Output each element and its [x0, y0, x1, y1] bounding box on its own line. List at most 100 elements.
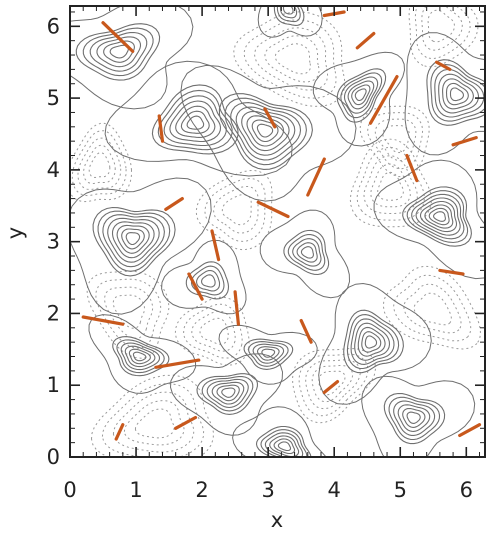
- solid-contour: [273, 6, 305, 26]
- dashed-contour: [356, 146, 425, 221]
- dashed-contour: [71, 130, 127, 197]
- current-sheet: [233, 290, 240, 326]
- solid-contour: [393, 400, 436, 436]
- solid-contour: [241, 110, 290, 152]
- y-tick-label: 3: [47, 230, 60, 254]
- dashed-contour: [393, 274, 472, 342]
- solid-contour: [70, 6, 194, 110]
- solid-contour: [433, 211, 446, 222]
- solid-contour: [318, 282, 432, 405]
- current-sheet: [306, 157, 326, 197]
- dashed-contour: [421, 6, 463, 51]
- solid-contour: [89, 31, 148, 72]
- y-tick-label: 4: [47, 158, 60, 182]
- current-sheet: [157, 114, 165, 143]
- solid-contour: [347, 80, 375, 110]
- solid-contour: [96, 36, 142, 68]
- dashed-contour: [83, 144, 116, 185]
- solid-contour: [260, 429, 308, 457]
- dashed-contour: [427, 9, 456, 43]
- dashed-contour: [264, 35, 320, 83]
- solid-contour: [282, 6, 294, 15]
- y-tick-label: 5: [47, 86, 60, 110]
- solid-contour: [151, 84, 239, 155]
- solid-contour: [97, 210, 171, 272]
- solid-contour: [75, 23, 161, 81]
- solid-contour: [125, 232, 141, 246]
- current-sheet: [154, 358, 201, 369]
- solid-contour: [185, 261, 230, 300]
- solid-contour: [180, 110, 210, 134]
- dashed-contour: [374, 118, 417, 162]
- solid-contour: [449, 87, 464, 102]
- solid-contour: [442, 78, 474, 110]
- solid-contour: [112, 336, 170, 377]
- solid-contour: [404, 32, 485, 156]
- x-tick-label: 6: [460, 478, 473, 502]
- solid-contour: [246, 115, 285, 147]
- solid-contour: [424, 204, 454, 229]
- solid-contour: [287, 234, 326, 271]
- solid-contour: [232, 406, 327, 457]
- solid-contour: [292, 238, 322, 267]
- solid-contour: [346, 314, 400, 370]
- solid-contour: [388, 396, 441, 441]
- dashed-contour: [318, 370, 346, 396]
- y-tick-label: 6: [47, 14, 60, 38]
- solid-contour: [196, 373, 258, 415]
- solid-contour: [161, 239, 247, 315]
- dashed-contour: [88, 152, 111, 179]
- dashed-contour: [86, 270, 170, 359]
- solid-contour: [243, 338, 294, 370]
- solid-contour: [351, 84, 371, 106]
- solid-contour: [175, 105, 216, 138]
- solid-contour: [70, 177, 212, 315]
- current-sheet: [299, 319, 313, 344]
- solid-contour: [343, 309, 404, 374]
- solid-contour: [107, 217, 160, 263]
- solid-contour: [296, 242, 318, 263]
- solid-contour: [132, 351, 147, 362]
- x-tick-label: 4: [328, 478, 341, 502]
- solid-contour: [218, 93, 313, 170]
- x-tick-label: 2: [195, 478, 208, 502]
- dashed-contour: [221, 194, 252, 226]
- solid-contour: [354, 88, 367, 102]
- solid-contour: [411, 193, 465, 240]
- plot-area: [70, 6, 485, 457]
- solid-contour: [438, 73, 480, 114]
- solid-contour: [397, 404, 431, 432]
- solid-contour: [235, 106, 296, 156]
- dashed-contour: [204, 177, 266, 242]
- solid-contour: [269, 435, 300, 457]
- x-tick-label: 5: [394, 478, 407, 502]
- solid-contour: [121, 228, 145, 250]
- x-tick-label: 0: [63, 478, 76, 502]
- solid-contour: [277, 441, 292, 452]
- solid-contour: [120, 342, 161, 371]
- dashed-contour-layer: [70, 6, 482, 457]
- dashed-contour: [408, 6, 479, 68]
- solid-contour: [102, 214, 165, 268]
- solid-contour: [169, 100, 222, 143]
- solid-contour: [419, 200, 458, 233]
- solid-contour: [196, 269, 221, 292]
- solid-contour: [255, 425, 312, 457]
- solid-contour: [357, 326, 386, 357]
- dashed-contour: [70, 122, 133, 203]
- solid-contour: [169, 353, 284, 436]
- dashed-contour: [305, 359, 361, 410]
- current-sheet: [451, 136, 478, 147]
- solid-contour: [343, 76, 379, 114]
- solid-contour: [248, 341, 289, 367]
- dashed-contour: [199, 317, 229, 345]
- solid-contour: [283, 229, 330, 276]
- solid-contour: [264, 432, 304, 457]
- current-sheet: [210, 229, 221, 262]
- current-sheet: [256, 200, 290, 219]
- dashed-contour: [134, 408, 175, 439]
- dashed-contour: [112, 391, 195, 453]
- solid-contour: [92, 206, 176, 277]
- solid-contour: [109, 44, 129, 59]
